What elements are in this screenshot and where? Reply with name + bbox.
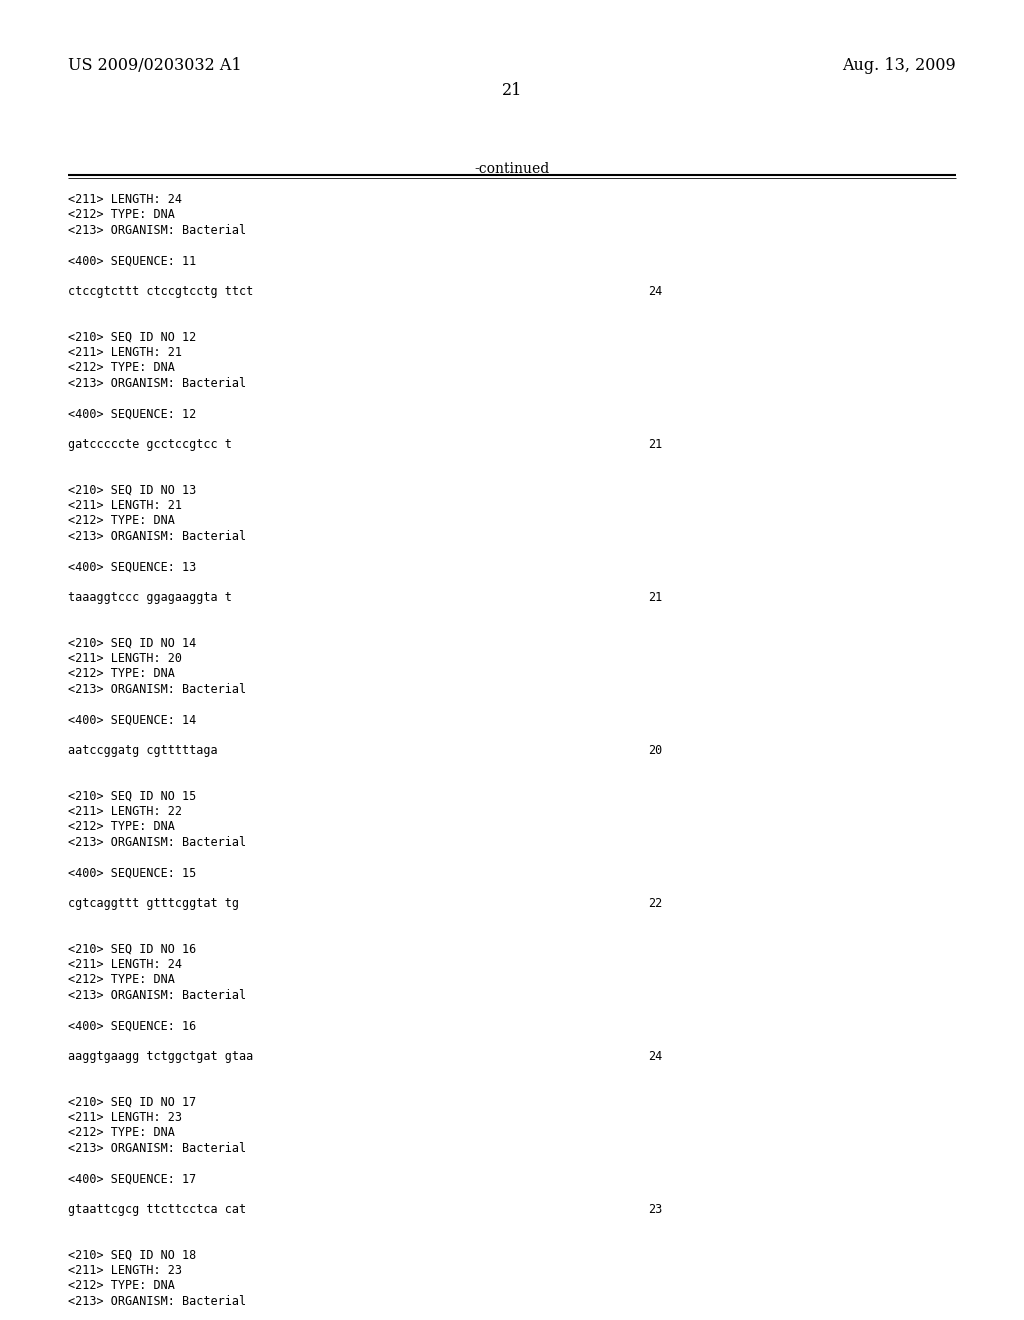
Text: <213> ORGANISM: Bacterial: <213> ORGANISM: Bacterial — [68, 989, 246, 1002]
Text: <212> TYPE: DNA: <212> TYPE: DNA — [68, 515, 175, 527]
Text: cgtcaggttt gtttcggtat tg: cgtcaggttt gtttcggtat tg — [68, 896, 239, 909]
Text: ctccgtcttt ctccgtcctg ttct: ctccgtcttt ctccgtcctg ttct — [68, 285, 253, 298]
Text: 21: 21 — [648, 591, 663, 603]
Text: -continued: -continued — [474, 162, 550, 176]
Text: <213> ORGANISM: Bacterial: <213> ORGANISM: Bacterial — [68, 836, 246, 849]
Text: aatccggatg cgtttttaga: aatccggatg cgtttttaga — [68, 743, 218, 756]
Text: 21: 21 — [502, 82, 522, 99]
Text: <211> LENGTH: 23: <211> LENGTH: 23 — [68, 1111, 182, 1125]
Text: <212> TYPE: DNA: <212> TYPE: DNA — [68, 209, 175, 222]
Text: <212> TYPE: DNA: <212> TYPE: DNA — [68, 1279, 175, 1292]
Text: <210> SEQ ID NO 16: <210> SEQ ID NO 16 — [68, 942, 197, 956]
Text: <213> ORGANISM: Bacterial: <213> ORGANISM: Bacterial — [68, 223, 246, 236]
Text: <210> SEQ ID NO 12: <210> SEQ ID NO 12 — [68, 331, 197, 343]
Text: <211> LENGTH: 24: <211> LENGTH: 24 — [68, 193, 182, 206]
Text: <213> ORGANISM: Bacterial: <213> ORGANISM: Bacterial — [68, 1295, 246, 1308]
Text: gatcccccte gcctccgtcc t: gatcccccte gcctccgtcc t — [68, 438, 231, 451]
Text: <210> SEQ ID NO 17: <210> SEQ ID NO 17 — [68, 1096, 197, 1109]
Text: <212> TYPE: DNA: <212> TYPE: DNA — [68, 1126, 175, 1139]
Text: <211> LENGTH: 23: <211> LENGTH: 23 — [68, 1265, 182, 1276]
Text: <213> ORGANISM: Bacterial: <213> ORGANISM: Bacterial — [68, 1142, 246, 1155]
Text: <212> TYPE: DNA: <212> TYPE: DNA — [68, 820, 175, 833]
Text: <210> SEQ ID NO 13: <210> SEQ ID NO 13 — [68, 483, 197, 496]
Text: <213> ORGANISM: Bacterial: <213> ORGANISM: Bacterial — [68, 376, 246, 389]
Text: <210> SEQ ID NO 15: <210> SEQ ID NO 15 — [68, 789, 197, 803]
Text: US 2009/0203032 A1: US 2009/0203032 A1 — [68, 57, 242, 74]
Text: <400> SEQUENCE: 15: <400> SEQUENCE: 15 — [68, 866, 197, 879]
Text: <212> TYPE: DNA: <212> TYPE: DNA — [68, 973, 175, 986]
Text: <211> LENGTH: 24: <211> LENGTH: 24 — [68, 958, 182, 972]
Text: gtaattcgcg ttcttcctca cat: gtaattcgcg ttcttcctca cat — [68, 1203, 246, 1216]
Text: <211> LENGTH: 21: <211> LENGTH: 21 — [68, 346, 182, 359]
Text: <211> LENGTH: 21: <211> LENGTH: 21 — [68, 499, 182, 512]
Text: taaaggtccc ggagaaggta t: taaaggtccc ggagaaggta t — [68, 591, 231, 603]
Text: <400> SEQUENCE: 11: <400> SEQUENCE: 11 — [68, 255, 197, 267]
Text: <212> TYPE: DNA: <212> TYPE: DNA — [68, 362, 175, 375]
Text: <400> SEQUENCE: 17: <400> SEQUENCE: 17 — [68, 1172, 197, 1185]
Text: 21: 21 — [648, 438, 663, 451]
Text: <211> LENGTH: 20: <211> LENGTH: 20 — [68, 652, 182, 665]
Text: aaggtgaagg tctggctgat gtaa: aaggtgaagg tctggctgat gtaa — [68, 1049, 253, 1063]
Text: <213> ORGANISM: Bacterial: <213> ORGANISM: Bacterial — [68, 682, 246, 696]
Text: 22: 22 — [648, 896, 663, 909]
Text: <212> TYPE: DNA: <212> TYPE: DNA — [68, 668, 175, 680]
Text: <213> ORGANISM: Bacterial: <213> ORGANISM: Bacterial — [68, 529, 246, 543]
Text: 24: 24 — [648, 285, 663, 298]
Text: <400> SEQUENCE: 13: <400> SEQUENCE: 13 — [68, 560, 197, 573]
Text: 23: 23 — [648, 1203, 663, 1216]
Text: <400> SEQUENCE: 14: <400> SEQUENCE: 14 — [68, 713, 197, 726]
Text: 20: 20 — [648, 743, 663, 756]
Text: 24: 24 — [648, 1049, 663, 1063]
Text: <211> LENGTH: 22: <211> LENGTH: 22 — [68, 805, 182, 818]
Text: <400> SEQUENCE: 12: <400> SEQUENCE: 12 — [68, 407, 197, 420]
Text: <400> SEQUENCE: 16: <400> SEQUENCE: 16 — [68, 1019, 197, 1032]
Text: Aug. 13, 2009: Aug. 13, 2009 — [843, 57, 956, 74]
Text: <210> SEQ ID NO 18: <210> SEQ ID NO 18 — [68, 1249, 197, 1262]
Text: <210> SEQ ID NO 14: <210> SEQ ID NO 14 — [68, 636, 197, 649]
